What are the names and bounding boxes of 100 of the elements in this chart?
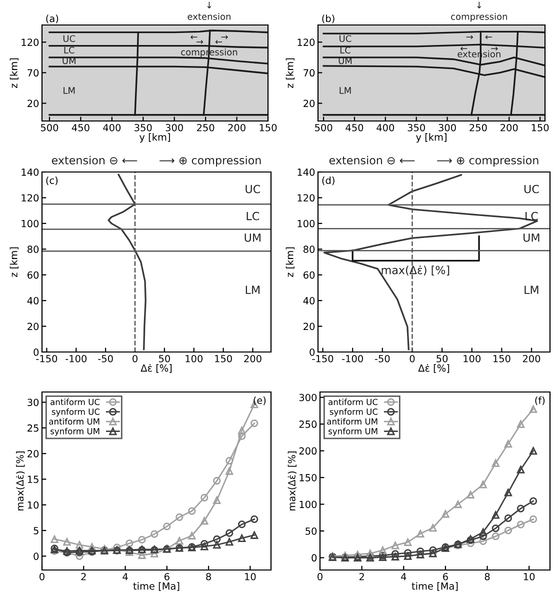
x-tick-label: 400 [103, 124, 121, 132]
x-tick-label: 300 [438, 124, 456, 132]
x-tick-label: 10 [245, 572, 256, 580]
annotation: ← → [460, 46, 498, 51]
x-tick-label: 50 [159, 354, 170, 362]
x-tick-label: 450 [346, 124, 364, 132]
annotation: UC [340, 35, 352, 42]
y-tick-label: 120 [22, 194, 39, 202]
x-tick-label: 4 [122, 573, 128, 580]
x-tick-label: 0 [40, 572, 44, 580]
annotation: LC [340, 46, 350, 54]
annotation: LM [64, 87, 75, 94]
text: extension ⊖ ⟵ ⟶ ⊕ compression [329, 156, 538, 167]
text: ↓ [477, 2, 482, 8]
x-tick-label: 350 [408, 124, 425, 132]
legend-label: synform UC [52, 408, 100, 416]
x-tick-label: 0 [410, 354, 415, 362]
x-tick-label: -100 [66, 354, 87, 362]
chart-title: (e) [254, 396, 266, 406]
x-tick-label: 300 [166, 124, 183, 132]
y-tick-label: 20 [28, 100, 39, 108]
x-tick-label: 50 [436, 354, 448, 362]
y-tick-label: 120 [298, 38, 315, 46]
y-tick-label: 100 [300, 500, 317, 508]
legend-label: synform UM [328, 428, 378, 436]
y-tick-label: 60 [28, 271, 39, 279]
chart-title: (a) [46, 14, 58, 24]
chart-title: (d) [322, 176, 334, 186]
y-tick-label: 70 [304, 69, 315, 77]
x-tick-label: 0 [132, 354, 138, 362]
x-axis-title: y [km] [140, 133, 170, 143]
y-tick-label: 100 [298, 220, 315, 228]
annotation: LM [524, 286, 538, 294]
y-tick-label: 140 [22, 168, 39, 176]
legend-label: antiform UM [49, 418, 100, 425]
annotation: → ← [196, 40, 222, 44]
y-tick-label: 120 [22, 38, 39, 46]
annotation: UC [63, 35, 76, 42]
y-axis-title: max(Δε̇) [%] [16, 452, 25, 510]
text: extension ⊖ ⟵ ⟶ ⊕ compression [52, 156, 261, 167]
x-tick-label: 500 [40, 124, 58, 132]
chart-title: (b) [322, 14, 334, 24]
x-tick-label: 10 [524, 572, 535, 580]
y-axis-title: z [km] [10, 58, 19, 88]
y-tick-label: 10 [28, 501, 39, 509]
x-tick-label: 150 [215, 354, 232, 362]
y-axis-title: z [km] [286, 247, 295, 278]
x-tick-label: 250 [197, 124, 214, 132]
y-axis-title: z [km] [286, 58, 295, 88]
y-tick-label: 60 [304, 271, 315, 279]
x-tick-label: 350 [134, 124, 152, 132]
x-tick-label: 4 [401, 573, 406, 580]
y-tick-label: 20 [304, 100, 315, 108]
y-tick-label: 0 [34, 348, 39, 356]
x-tick-label: 8 [206, 572, 211, 580]
x-tick-label: 200 [244, 354, 262, 362]
annotation: UC [246, 184, 260, 194]
x-tick-label: -100 [342, 354, 363, 362]
x-tick-label: 200 [228, 124, 246, 132]
y-tick-label: 0 [310, 348, 315, 356]
x-tick-label: -150 [36, 354, 58, 362]
y-tick-label: 40 [27, 297, 39, 304]
x-tick-label: 150 [532, 124, 549, 132]
y-tick-label: 150 [300, 474, 317, 482]
x-tick-label: 6 [164, 572, 170, 580]
x-axis-title: Δε̇ [%] [140, 364, 172, 373]
y-tick-label: 0 [34, 552, 39, 560]
y-tick-label: 70 [28, 69, 39, 77]
y-tick-label: 40 [303, 297, 315, 304]
y-tick-label: 0 [312, 554, 317, 562]
x-tick-label: 200 [500, 124, 518, 132]
legend-label: synform UM [50, 428, 100, 436]
legend-label: antiform UC [50, 398, 100, 406]
text: extension [188, 12, 230, 20]
x-axis-title: time [Ma] [133, 582, 180, 591]
y-tick-label: 120 [298, 194, 315, 202]
legend-label: synform UC [330, 408, 378, 416]
x-tick-label: 6 [443, 572, 448, 580]
y-axis-title: max(Δε̇) [%] [288, 452, 297, 510]
x-axis-title: time [Ma] [412, 582, 458, 591]
x-axis-title: y [km] [416, 133, 446, 143]
y-tick-label: 300 [299, 394, 317, 402]
x-tick-label: 250 [470, 124, 487, 132]
y-tick-label: 50 [306, 527, 317, 535]
annotation: LC [64, 46, 74, 54]
annotation: UM [524, 234, 540, 242]
annotation: LM [246, 286, 260, 294]
chart-title: (f) [535, 396, 545, 406]
text: ↓ [207, 2, 212, 8]
x-tick-label: 0 [318, 572, 322, 580]
chart-title: (c) [46, 176, 58, 186]
x-tick-label: -150 [312, 354, 334, 362]
x-tick-label: -50 [98, 354, 113, 362]
legend-label: antiform UM [327, 418, 378, 425]
annotation: LC [526, 212, 538, 220]
y-tick-label: 20 [28, 322, 39, 330]
annotation: LC [246, 212, 260, 220]
annotation: LM [340, 87, 351, 94]
x-tick-label: 2 [81, 572, 86, 580]
y-tick-label: 200 [299, 447, 317, 455]
